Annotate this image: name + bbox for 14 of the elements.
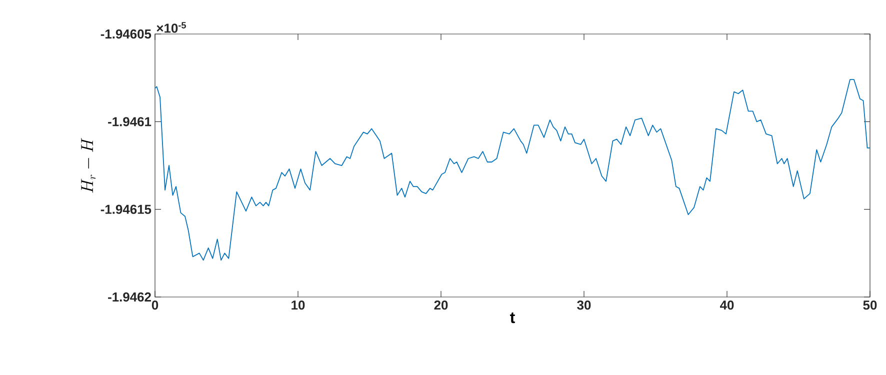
- y-tick-label: -1.9461: [108, 117, 152, 126]
- x-tick-label: 30: [577, 300, 591, 310]
- line-series: [155, 79, 870, 261]
- x-tick-label: 20: [434, 300, 448, 310]
- x-tick-label: 50: [863, 300, 877, 310]
- y-axis-title: $H_r - H$: [81, 138, 96, 193]
- x-tick-label: 0: [152, 300, 158, 310]
- x-tick-label: 40: [720, 300, 734, 310]
- y-tick-label: -1.94605: [100, 29, 152, 39]
- text: ×10$^{-5}$: [156, 22, 186, 33]
- y-tick-label: -1.94615: [100, 204, 152, 214]
- x-tick-label: 10: [292, 300, 305, 310]
- x-axis-title: t: [510, 312, 515, 324]
- y-tick-label: -1.9462: [108, 292, 151, 302]
